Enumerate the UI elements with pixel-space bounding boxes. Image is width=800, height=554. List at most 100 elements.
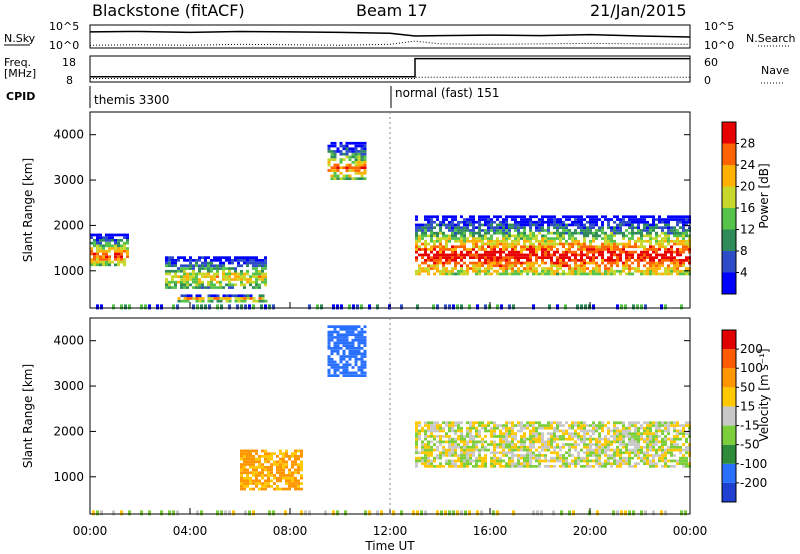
heatmap-cell-morning-negative: [270, 468, 273, 472]
heatmap-cell-ground-scatter: [595, 459, 598, 463]
heatmap-cell-morning-ramp: [261, 264, 264, 268]
heatmap-cell-evening-band: [625, 272, 628, 276]
heatmap-cell-evening-band: [556, 223, 559, 227]
heatmap-cell-ground-scatter: [469, 451, 472, 455]
heatmap-cell-evening-band: [469, 248, 472, 251]
heatmap-cell-ground-scatter: [628, 432, 631, 435]
heatmap-cell-evening-band: [523, 226, 526, 229]
heatmap-cell-midday-patch: [363, 144, 367, 148]
heatmap-cell-near-range: [219, 297, 223, 300]
heatmap-cell-evening-band: [544, 261, 547, 265]
heatmap-cell-midday-positive: [354, 360, 358, 364]
heatmap-cell-midday-patch: [360, 158, 364, 161]
heatmap-cell-ground-scatter: [604, 437, 607, 441]
heatmap-cell-near-range: [168, 510, 171, 516]
heatmap-cell-ground-scatter: [664, 448, 667, 452]
heatmap-cell-midday-positive: [330, 374, 334, 377]
heatmap-cell-evening-band: [598, 218, 601, 221]
heatmap-cell-evening-band: [610, 259, 613, 262]
heatmap-cell-evening-band: [547, 272, 550, 276]
heatmap-cell-evening-band: [622, 223, 625, 227]
heatmap-cell-evening-band: [565, 242, 568, 246]
heatmap-cell-ground-scatter: [484, 424, 487, 427]
heatmap-cell-morning-ramp: [252, 275, 255, 278]
heatmap-cell-ground-scatter: [583, 445, 586, 449]
heatmap-cell-evening-band: [457, 231, 460, 235]
heatmap-cell-ground-scatter: [655, 426, 658, 430]
heatmap-cell-ground-scatter: [658, 440, 661, 444]
heatmap-cell-evening-band: [514, 272, 517, 276]
heatmap-cell-morning-negative: [240, 476, 243, 480]
heatmap-cell-early-band: [123, 249, 126, 253]
velocity-heatmap-cells: [92, 325, 691, 516]
heatmap-cell-evening-band: [508, 256, 511, 259]
heatmap-cell-ground-scatter: [475, 462, 478, 465]
heatmap-cell-ground-scatter: [490, 432, 493, 435]
colorbar-swatch: [722, 122, 736, 144]
heatmap-cell-near-range: [216, 297, 220, 300]
heatmap-cell-ground-scatter: [610, 440, 613, 444]
heatmap-cell-ground-scatter: [418, 429, 421, 433]
heatmap-cell-evening-band: [655, 267, 658, 270]
heatmap-cell-evening-band: [493, 248, 496, 251]
heatmap-cell-evening-band: [664, 256, 667, 259]
heatmap-cell-morning-ramp: [216, 280, 219, 284]
heatmap-cell-ground-scatter: [574, 445, 577, 449]
heatmap-cell-ground-scatter: [445, 421, 448, 425]
heatmap-cell-evening-band: [442, 218, 445, 221]
heatmap-cell-evening-band: [424, 226, 427, 229]
heatmap-cell-early-band: [96, 241, 99, 245]
heatmap-cell-evening-band: [472, 245, 475, 249]
heatmap-cell-evening-band: [481, 242, 484, 246]
heatmap-cell-ground-scatter: [520, 437, 523, 441]
freq-label: Freq.: [4, 56, 31, 69]
heatmap-cell-evening-band: [469, 239, 472, 243]
heatmap-cell-midday-positive: [354, 355, 358, 358]
heatmap-cell-midday-positive: [351, 374, 355, 377]
heatmap-cell-ground-scatter: [508, 435, 511, 438]
heatmap-cell-evening-band: [475, 239, 478, 243]
heatmap-cell-evening-band: [574, 220, 577, 224]
heatmap-cell-evening-band: [562, 215, 565, 219]
heatmap-cell-evening-band: [625, 256, 628, 259]
heatmap-cell-evening-band: [448, 269, 451, 273]
heatmap-cell-evening-band: [613, 250, 616, 254]
heatmap-cell-morning-ramp: [165, 278, 168, 281]
heatmap-cell-ground-scatter: [454, 421, 457, 425]
heatmap-cell-evening-band: [676, 231, 679, 235]
heatmap-cell-evening-band: [541, 239, 544, 243]
heatmap-cell-evening-band: [673, 242, 676, 246]
heatmap-cell-evening-band: [595, 237, 598, 240]
heatmap-cell-evening-band: [676, 218, 679, 221]
heatmap-cell-ground-scatter: [430, 465, 433, 468]
heatmap-cell-evening-band: [487, 229, 490, 232]
heatmap-cell-morning-negative: [285, 463, 288, 466]
heatmap-cell-evening-band: [487, 269, 490, 273]
heatmap-cell-ground-scatter: [580, 424, 583, 427]
heatmap-cell-evening-band: [610, 269, 613, 273]
heatmap-cell-evening-band: [475, 256, 478, 259]
heatmap-cell-evening-band: [544, 250, 547, 254]
heatmap-cell-midday-patch: [357, 166, 361, 170]
heatmap-cell-evening-band: [679, 215, 682, 219]
heatmap-cell-evening-band: [562, 229, 565, 232]
heatmap-cell-ground-scatter: [505, 429, 508, 433]
heatmap-cell-near-range: [316, 304, 319, 310]
heatmap-cell-evening-band: [448, 239, 451, 243]
heatmap-cell-early-band: [102, 249, 105, 253]
heatmap-cell-ground-scatter: [535, 429, 538, 433]
heatmap-cell-near-range: [496, 304, 499, 310]
heatmap-cell-ground-scatter: [589, 459, 592, 463]
heatmap-cell-evening-band: [649, 264, 652, 268]
heatmap-cell-midday-positive: [348, 352, 352, 356]
heatmap-cell-morning-ramp: [204, 267, 207, 270]
heatmap-cell-evening-band: [487, 253, 490, 257]
heatmap-cell-near-range: [452, 304, 455, 310]
heatmap-cell-evening-band: [577, 259, 580, 262]
heatmap-cell-morning-ramp: [219, 267, 222, 270]
heatmap-cell-ground-scatter: [589, 445, 592, 449]
heatmap-cell-evening-band: [646, 234, 649, 238]
heatmap-cell-morning-negative: [282, 468, 285, 472]
heatmap-cell-ground-scatter: [478, 448, 481, 452]
heatmap-cell-evening-band: [424, 229, 427, 232]
